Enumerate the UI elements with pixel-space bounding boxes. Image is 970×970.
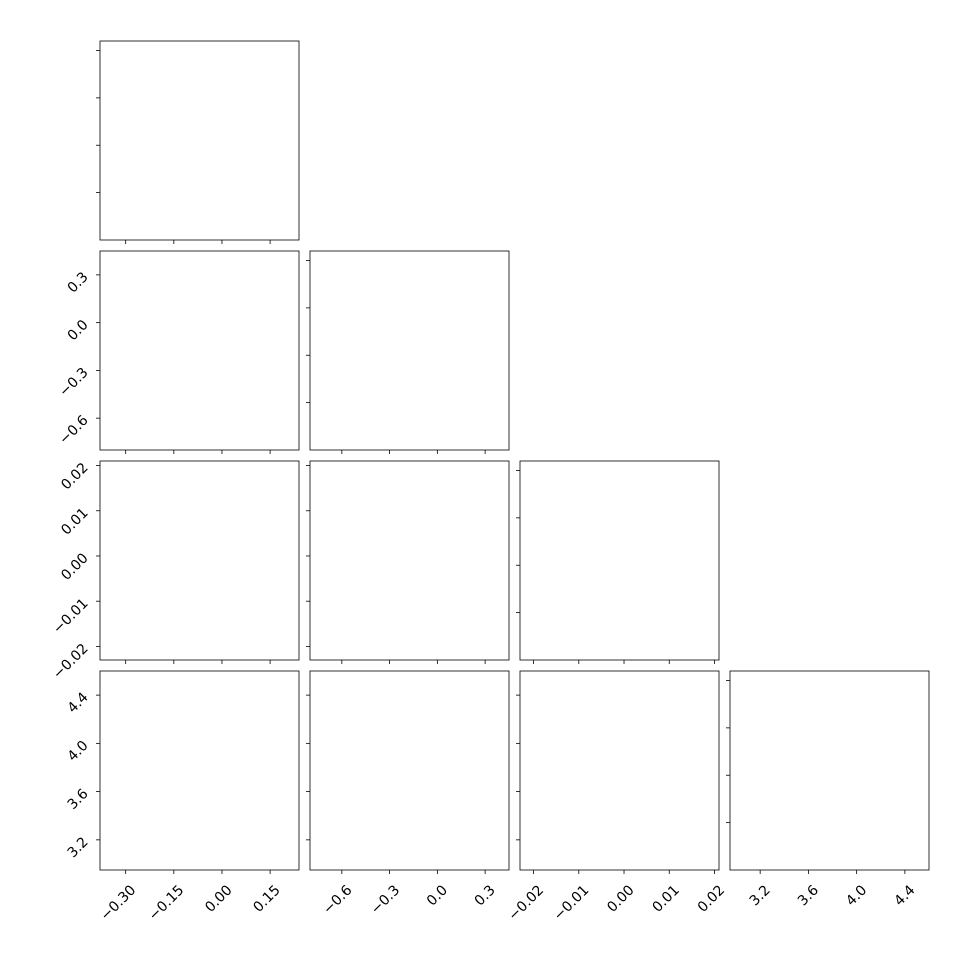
panel-frame	[99, 250, 300, 451]
y-tick-label: −0.6	[56, 412, 91, 447]
panel-frame	[99, 40, 300, 241]
y-tick-label: 0.0	[65, 317, 92, 344]
panel-1-0: −0.6 −0.3 0.0 0.3	[56, 250, 300, 454]
panel-frame	[309, 250, 510, 451]
panel-1-1	[306, 250, 510, 454]
panel-2-0: −0.02−0.010.000.010.02	[50, 460, 300, 682]
panel-0-0	[96, 40, 300, 244]
y-tick-label: −0.3	[56, 365, 91, 400]
y-tick-label: 0.3	[65, 269, 92, 296]
